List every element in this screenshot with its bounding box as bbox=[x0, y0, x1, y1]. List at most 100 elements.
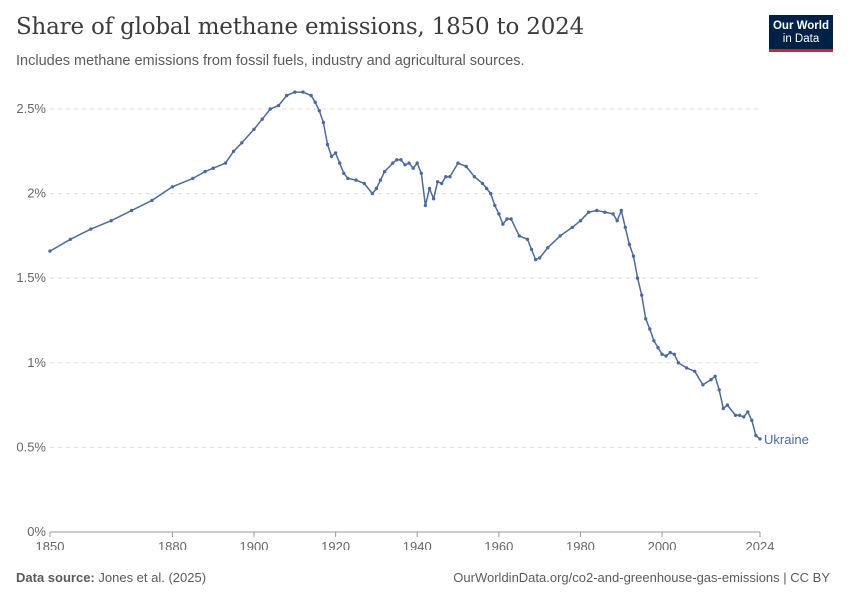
data-point bbox=[754, 433, 758, 438]
footer-url[interactable]: OurWorldinData.org/co2-and-greenhouse-ga… bbox=[453, 570, 830, 585]
data-point bbox=[676, 361, 681, 365]
data-point bbox=[313, 100, 317, 104]
data-point bbox=[391, 161, 395, 165]
data-point bbox=[440, 181, 444, 186]
data-point bbox=[546, 246, 550, 250]
data-point bbox=[656, 345, 660, 350]
x-tick-label: 1980 bbox=[566, 539, 595, 550]
y-tick-label: 1% bbox=[27, 355, 46, 370]
axes: 0% 0.5% 1% 1.5% 2% 2.5% 1850 1880 1900 1920 1940 19… bbox=[16, 101, 774, 550]
data-point bbox=[48, 249, 52, 253]
x-tick-label: 1880 bbox=[158, 539, 187, 550]
x-tick-label: 1900 bbox=[240, 539, 269, 550]
data-point bbox=[701, 383, 705, 387]
data-point bbox=[203, 169, 207, 174]
data-point bbox=[595, 208, 599, 213]
data-point bbox=[325, 142, 330, 147]
data-point bbox=[260, 117, 264, 121]
data-point bbox=[89, 227, 93, 231]
data-point bbox=[407, 161, 411, 165]
data-point bbox=[509, 217, 513, 221]
owid-logo[interactable]: Our World in Data bbox=[769, 15, 833, 52]
logo-line-1: Our World bbox=[772, 20, 829, 32]
data-point bbox=[484, 186, 489, 191]
data-point bbox=[276, 103, 281, 108]
data-point bbox=[501, 222, 505, 226]
x-tick-label: 1850 bbox=[36, 539, 65, 550]
data-point bbox=[354, 178, 358, 182]
data-point bbox=[170, 185, 175, 189]
data-point bbox=[342, 171, 346, 175]
data-point bbox=[627, 242, 632, 247]
data-point bbox=[415, 161, 419, 165]
data-point bbox=[374, 186, 379, 191]
chart-subtitle: Includes methane emissions from fossil f… bbox=[16, 53, 525, 69]
data-point bbox=[109, 219, 113, 223]
data-point bbox=[578, 219, 583, 223]
data-point bbox=[750, 418, 754, 422]
data-point bbox=[693, 369, 697, 373]
y-tick-label: 2.5% bbox=[16, 101, 46, 116]
data-point bbox=[382, 169, 387, 174]
data-point bbox=[648, 327, 652, 331]
data-point bbox=[285, 93, 289, 98]
x-tick-label: 2000 bbox=[648, 539, 677, 550]
x-tick-label: 1940 bbox=[403, 539, 432, 550]
data-point bbox=[684, 366, 689, 370]
data-point bbox=[733, 413, 738, 417]
data-point bbox=[640, 293, 644, 297]
data-source: Data source: Jones et al. (2025) bbox=[16, 570, 206, 585]
data-point bbox=[419, 171, 423, 175]
data-point bbox=[150, 198, 154, 203]
data-point bbox=[435, 180, 440, 184]
data-point bbox=[321, 120, 326, 125]
data-point bbox=[268, 107, 272, 111]
data-point bbox=[611, 212, 615, 216]
data-point bbox=[631, 254, 636, 258]
data-point bbox=[129, 208, 134, 213]
data-point bbox=[191, 176, 195, 181]
data-point bbox=[211, 166, 215, 170]
data-point bbox=[525, 237, 530, 241]
data-point bbox=[570, 225, 574, 230]
data-point bbox=[742, 415, 746, 419]
series-ukraine: Ukraine bbox=[48, 90, 809, 447]
data-point bbox=[411, 166, 415, 170]
data-point bbox=[603, 210, 607, 214]
data-point bbox=[746, 410, 750, 414]
data-point bbox=[623, 225, 627, 230]
data-point bbox=[529, 247, 534, 252]
series-line bbox=[49, 91, 761, 440]
data-point bbox=[517, 234, 521, 238]
data-point bbox=[472, 175, 477, 179]
data-point bbox=[370, 191, 375, 196]
data-point bbox=[403, 163, 407, 167]
data-point bbox=[378, 178, 383, 182]
y-tick-label: 0% bbox=[27, 524, 46, 539]
series-label-ukraine: Ukraine bbox=[764, 432, 809, 447]
data-point bbox=[427, 186, 432, 191]
data-point bbox=[444, 175, 448, 179]
data-point bbox=[464, 164, 468, 169]
logo-line-2: in Data bbox=[782, 33, 820, 45]
data-point bbox=[252, 127, 256, 131]
data-point bbox=[586, 210, 591, 214]
x-tick-label: 1960 bbox=[484, 539, 513, 550]
data-point bbox=[423, 203, 428, 208]
data-point bbox=[737, 413, 742, 417]
data-point bbox=[644, 317, 648, 321]
chart-title: Share of global methane emissions, 1850 … bbox=[16, 14, 585, 40]
data-point bbox=[431, 197, 436, 201]
x-tick-label: 1920 bbox=[321, 539, 350, 550]
data-point bbox=[240, 141, 244, 145]
data-point bbox=[668, 350, 672, 355]
data-point bbox=[538, 256, 542, 260]
data-point bbox=[717, 388, 721, 392]
data-source-link[interactable]: Jones et al. (2025) bbox=[98, 570, 207, 585]
data-point bbox=[619, 208, 623, 213]
data-point bbox=[317, 109, 321, 113]
data-point bbox=[338, 161, 342, 165]
data-point bbox=[615, 219, 619, 223]
data-point bbox=[456, 161, 460, 165]
data-point bbox=[68, 237, 73, 241]
